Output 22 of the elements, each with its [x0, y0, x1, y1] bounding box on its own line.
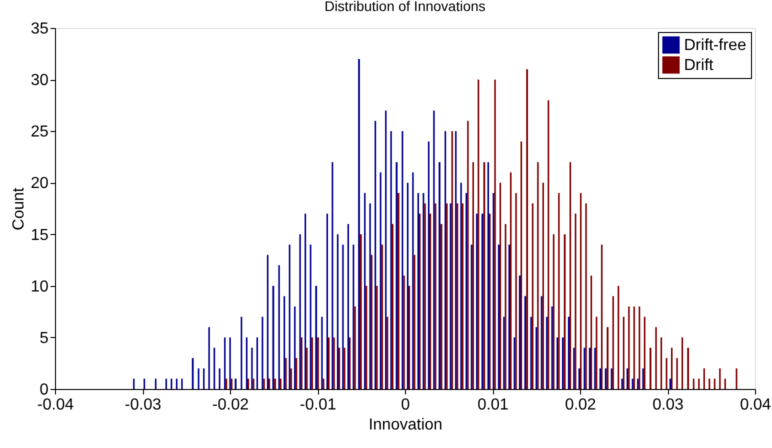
- y-axis-title: Count: [10, 187, 28, 230]
- y-tick-label: 30: [30, 72, 49, 90]
- x-axis-title: Innovation: [368, 416, 442, 434]
- x-tick-label: 0.02: [564, 396, 596, 414]
- x-tick-label: 0: [401, 396, 410, 414]
- x-tick-label: 0.03: [652, 396, 684, 414]
- x-tick-label: 0.01: [477, 396, 509, 414]
- x-tick-label: -0.01: [300, 396, 336, 414]
- y-tick-label: 10: [30, 278, 49, 296]
- legend-label: Drift-free: [684, 37, 746, 54]
- x-tick-label: -0.03: [124, 396, 162, 414]
- y-tick-label: 35: [30, 20, 49, 38]
- chart-title: Distribution of Innovations: [324, 0, 486, 14]
- y-tick-label: 15: [30, 226, 49, 244]
- x-tick-label: -0.02: [212, 396, 249, 414]
- x-tick-label: 0.04: [740, 396, 772, 414]
- y-tick-label: 0: [40, 382, 49, 398]
- y-tick-label: 5: [40, 330, 49, 347]
- y-tick-label: 25: [30, 124, 49, 141]
- y-tick-label: 20: [30, 175, 49, 192]
- x-tick-label: -0.04: [37, 396, 74, 414]
- legend-label: Drift: [684, 57, 714, 74]
